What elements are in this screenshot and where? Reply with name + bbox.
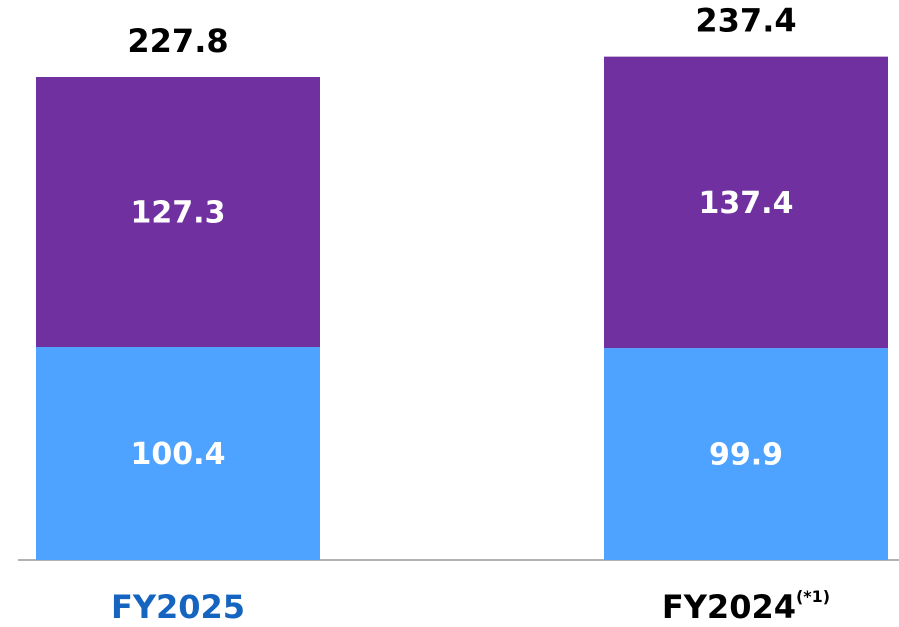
category-name: FY2025 bbox=[111, 588, 245, 626]
bar-segment bbox=[604, 56, 888, 349]
x-tick-label: FY2024(*1) bbox=[662, 587, 830, 627]
segment-label: 100.4 bbox=[131, 437, 226, 472]
x-tick-label: FY2025 bbox=[111, 588, 245, 626]
segment-label: 137.4 bbox=[699, 186, 794, 221]
bar-segment bbox=[36, 347, 320, 560]
segment-label: 99.9 bbox=[709, 438, 783, 473]
bar-segment bbox=[604, 348, 888, 560]
bar-segment bbox=[36, 77, 320, 348]
total-label: 227.8 bbox=[127, 22, 228, 60]
total-label: 237.4 bbox=[695, 2, 796, 40]
segment-label: 127.3 bbox=[131, 196, 226, 231]
category-note: (*1) bbox=[796, 587, 830, 606]
category-name: FY2024 bbox=[662, 588, 796, 626]
